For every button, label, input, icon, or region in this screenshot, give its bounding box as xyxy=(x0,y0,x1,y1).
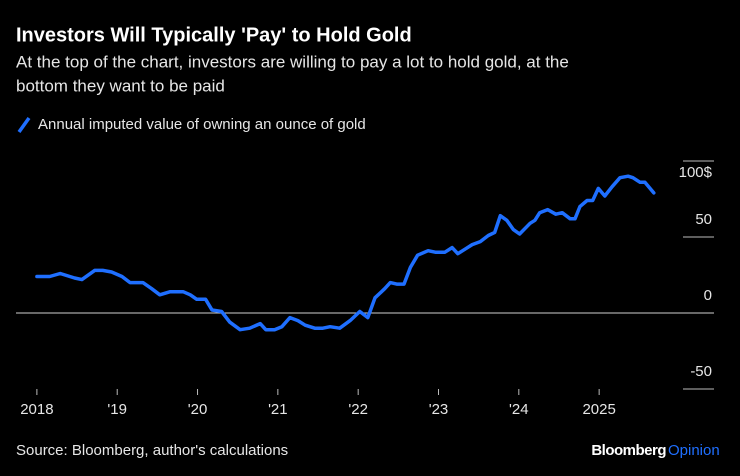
chart-subtitle: At the top of the chart, investors are w… xyxy=(16,52,569,71)
y-tick-label: 50 xyxy=(695,211,712,228)
credit: Bloomberg xyxy=(591,442,666,459)
credit-suffix: Opinion xyxy=(668,442,720,459)
x-tick-label: '23 xyxy=(429,401,449,418)
legend-swatch xyxy=(17,116,31,134)
legend-label: Annual imputed value of owning an ounce … xyxy=(38,116,366,133)
x-tick-label: '21 xyxy=(268,401,288,418)
y-tick-label: 100$ xyxy=(679,164,713,181)
x-tick-label: 2018 xyxy=(20,401,53,418)
chart-subtitle: bottom they want to be paid xyxy=(16,76,225,95)
data-line xyxy=(35,174,656,332)
x-tick-label: 2025 xyxy=(582,401,615,418)
x-tick-label: '19 xyxy=(107,401,127,418)
x-tick-label: '22 xyxy=(348,401,368,418)
x-tick-label: '24 xyxy=(509,401,529,418)
x-tick-label: '20 xyxy=(188,401,208,418)
y-tick-label: -50 xyxy=(690,363,712,380)
y-tick-label: 0 xyxy=(704,287,712,304)
source-note: Source: Bloomberg, author's calculations xyxy=(16,442,288,459)
chart-title: Investors Will Typically 'Pay' to Hold G… xyxy=(16,24,412,46)
